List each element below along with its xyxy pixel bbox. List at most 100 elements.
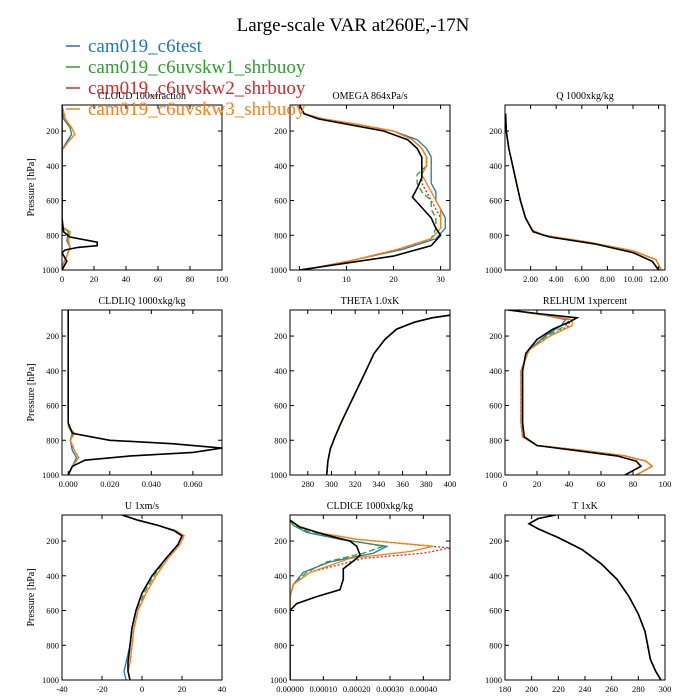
- x-tick-label: 0.00030: [376, 684, 404, 694]
- y-tick-label: 600: [46, 401, 59, 411]
- y-tick-label: 800: [274, 435, 287, 445]
- series-line-3: [527, 515, 662, 680]
- legend-label: cam019_c6uvskw3_shrbuoy: [88, 99, 306, 120]
- series-line-0: [505, 113, 660, 270]
- y-tick-label: 1000: [485, 675, 502, 685]
- x-tick-label: 40: [122, 274, 131, 284]
- legend-label: cam019_c6uvskw1_shrbuoy: [88, 57, 306, 78]
- x-tick-label: 100: [216, 274, 229, 284]
- y-tick-label: 800: [274, 640, 287, 650]
- panel-title: CLDICE 1000xkg/kg: [327, 501, 413, 512]
- x-tick-label: 340: [373, 479, 386, 489]
- legend-label: cam019_c6uvskw2_shrbuoy: [88, 78, 306, 99]
- series-group: [527, 515, 662, 680]
- y-tick-label: 200: [274, 126, 287, 136]
- y-axis-label: Pressure [hPa]: [26, 568, 37, 626]
- x-tick-label: 12.00: [649, 274, 668, 284]
- series-group: [121, 515, 185, 680]
- plot-frame: [504, 104, 666, 271]
- y-tick-label: 600: [46, 606, 59, 616]
- x-tick-label: 380: [420, 479, 433, 489]
- series-line-4: [326, 314, 450, 475]
- x-tick-label: 300: [659, 684, 672, 694]
- series-line-0: [325, 314, 450, 475]
- x-tick-label: 0.060: [183, 479, 202, 489]
- plot-frame: [504, 309, 666, 476]
- y-tick-label: 600: [489, 196, 502, 206]
- series-group: [508, 310, 654, 475]
- x-tick-label: 20: [533, 479, 542, 489]
- x-tick-label: 100: [659, 479, 672, 489]
- y-tick-label: 1000: [42, 470, 59, 480]
- x-tick-label: 30: [436, 274, 445, 284]
- x-tick-label: 20: [178, 684, 187, 694]
- y-tick-label: 600: [274, 606, 287, 616]
- plot-frame: [289, 309, 451, 476]
- y-tick-label: 800: [489, 435, 502, 445]
- series-group: [290, 519, 450, 680]
- y-tick-label: 400: [274, 366, 287, 376]
- x-tick-label: 220: [552, 684, 565, 694]
- series-line-2: [527, 515, 662, 680]
- panel-title: OMEGA 864xPa/s: [332, 91, 407, 102]
- series-line-1: [527, 515, 662, 680]
- y-tick-label: 1000: [270, 265, 287, 275]
- y-tick-label: 200: [46, 126, 59, 136]
- x-tick-label: -40: [56, 684, 67, 694]
- panel-2: OMEGA 864xPa/s 200 400 600 800 1000 0 10 20 30: [270, 91, 451, 284]
- panel-title: CLDLIQ 1000xkg/kg: [99, 296, 186, 307]
- x-tick-label: 280: [301, 479, 314, 489]
- x-tick-label: 0.00040: [410, 684, 438, 694]
- y-tick-label: 400: [46, 366, 59, 376]
- series-line-1: [505, 113, 662, 270]
- figure-title: Large-scale VAR at260E,-17N: [237, 15, 470, 36]
- y-tick-label: 1000: [42, 265, 59, 275]
- y-tick-label: 200: [46, 331, 59, 341]
- series-line-3: [326, 314, 450, 475]
- series-line-3: [298, 105, 442, 270]
- series-group: [67, 310, 222, 475]
- y-tick-label: 600: [274, 196, 287, 206]
- y-tick-label: 1000: [270, 675, 287, 685]
- y-axis-label: Pressure [hPa]: [26, 363, 37, 421]
- panel-title: THETA 1.0xK: [341, 296, 400, 307]
- y-tick-label: 600: [274, 401, 287, 411]
- x-tick-label: 180: [499, 684, 512, 694]
- series-line-4: [67, 310, 80, 475]
- y-tick-label: 1000: [42, 675, 59, 685]
- series-group: [298, 105, 446, 270]
- series-line-4: [527, 515, 662, 680]
- x-tick-label: 0.000: [59, 479, 78, 489]
- x-tick-label: 360: [396, 479, 409, 489]
- series-group: [325, 314, 450, 475]
- x-tick-label: 400: [444, 479, 457, 489]
- y-tick-label: 800: [46, 435, 59, 445]
- x-tick-label: 0: [297, 274, 301, 284]
- plot-frame: [504, 514, 666, 681]
- y-tick-label: 400: [46, 571, 59, 581]
- x-tick-label: 20: [90, 274, 99, 284]
- plot-frame: [289, 104, 451, 271]
- y-tick-label: 800: [274, 230, 287, 240]
- y-tick-label: 200: [489, 331, 502, 341]
- x-tick-label: 40: [218, 684, 227, 694]
- series-line-4: [62, 105, 76, 270]
- series-line-0: [62, 105, 98, 270]
- y-tick-label: 1000: [485, 470, 502, 480]
- series-line-0: [121, 515, 184, 680]
- y-tick-label: 600: [489, 401, 502, 411]
- panel-title: Q 1000xkg/kg: [556, 91, 614, 102]
- y-tick-label: 800: [489, 640, 502, 650]
- plot-frame: [289, 514, 451, 681]
- series-line-3: [67, 310, 80, 475]
- series-line-0: [527, 515, 662, 680]
- y-axis-label: Pressure [hPa]: [26, 158, 37, 216]
- series-line-1: [326, 314, 450, 475]
- series-line-4: [290, 519, 434, 680]
- y-tick-label: 1000: [270, 470, 287, 480]
- series-line-2: [505, 113, 662, 270]
